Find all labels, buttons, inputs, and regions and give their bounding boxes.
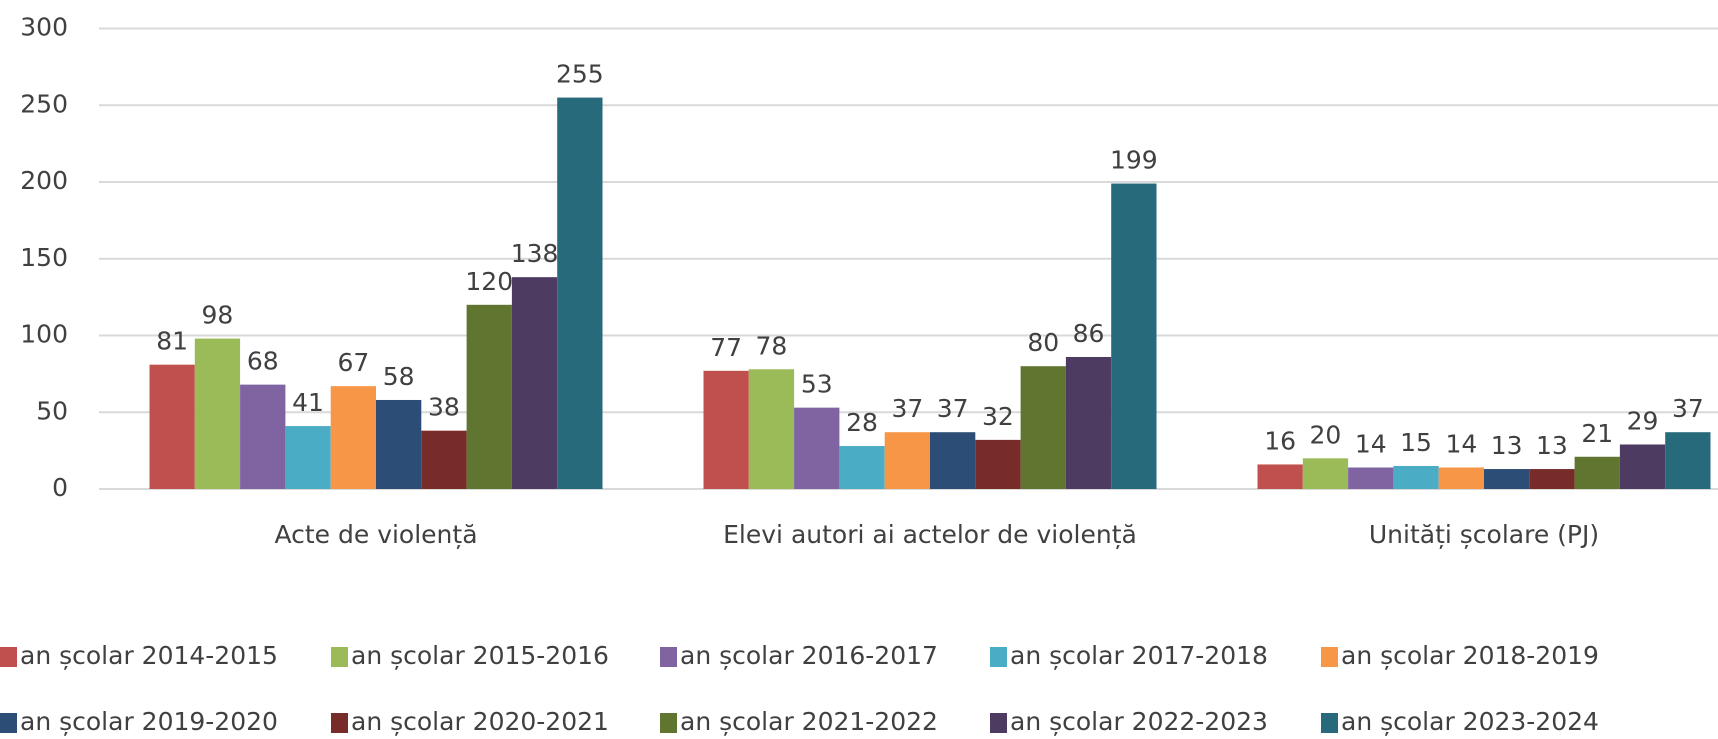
bar (1665, 432, 1711, 489)
bar (1257, 464, 1303, 489)
legend-swatch (990, 647, 1007, 667)
legend-label: an școlar 2019-2020 (20, 707, 278, 736)
data-label: 80 (1027, 328, 1059, 357)
data-label: 38 (428, 393, 460, 422)
legend-label: an școlar 2020-2021 (351, 707, 609, 736)
data-label: 138 (511, 239, 559, 268)
y-tick-label: 150 (20, 243, 68, 272)
bar (149, 364, 195, 489)
data-label: 14 (1445, 430, 1477, 459)
bar (1438, 467, 1484, 489)
legend-label: an școlar 2016-2017 (680, 641, 938, 670)
y-tick-label: 300 (20, 13, 68, 42)
data-label: 98 (202, 301, 234, 330)
bar (1065, 356, 1112, 489)
legend-swatch (660, 713, 677, 733)
legend-swatch (0, 647, 17, 667)
data-label: 16 (1264, 426, 1296, 455)
data-label: 15 (1400, 428, 1432, 457)
x-tick-label: Unități școlare (PJ) (1369, 520, 1599, 549)
bar (1348, 467, 1394, 489)
data-label: 13 (1536, 431, 1568, 460)
bar (703, 370, 749, 489)
bar (1393, 465, 1439, 489)
y-tick-label: 50 (36, 396, 68, 425)
bar (511, 277, 558, 489)
bar (194, 338, 241, 489)
bar (466, 304, 512, 489)
legend-label: an școlar 2023-2024 (1341, 707, 1599, 736)
data-label: 14 (1355, 430, 1387, 459)
legend-label: an școlar 2014-2015 (20, 641, 278, 670)
data-label: 53 (801, 370, 833, 399)
data-label: 28 (846, 408, 878, 437)
x-tick-label: Acte de violență (274, 520, 477, 549)
y-tick-label: 250 (20, 89, 68, 118)
data-label: 37 (891, 394, 923, 423)
data-label: 58 (383, 362, 415, 391)
data-label: 68 (247, 347, 279, 376)
data-label: 67 (337, 348, 369, 377)
data-label: 255 (556, 60, 604, 89)
legend-label: an școlar 2015-2016 (351, 641, 609, 670)
bar (1302, 458, 1349, 489)
legend-swatch (660, 647, 677, 667)
bar (240, 384, 286, 489)
bar (975, 439, 1021, 489)
legend-swatch (1321, 713, 1338, 733)
bar (930, 432, 976, 489)
bar (376, 399, 422, 489)
legend-swatch (331, 647, 348, 667)
data-label: 86 (1073, 319, 1105, 348)
data-label: 20 (1310, 420, 1342, 449)
data-label: 13 (1491, 431, 1523, 460)
data-label: 29 (1627, 406, 1659, 435)
legend-swatch (990, 713, 1007, 733)
bar (1529, 469, 1575, 489)
x-tick-label: Elevi autori ai actelor de violență (723, 520, 1137, 549)
legend-swatch (1321, 647, 1338, 667)
legend-label: an școlar 2017-2018 (1010, 641, 1268, 670)
bar (1020, 366, 1066, 489)
legend-label: an școlar 2018-2019 (1341, 641, 1599, 670)
legend-swatch (0, 713, 17, 733)
data-label: 199 (1110, 146, 1158, 175)
bar (839, 446, 885, 489)
y-tick-label: 200 (20, 166, 68, 195)
y-tick-label: 0 (52, 473, 68, 502)
bar (794, 407, 840, 489)
data-label: 21 (1581, 419, 1613, 448)
data-label: 41 (292, 388, 324, 417)
legend-swatch (331, 713, 348, 733)
data-label: 78 (756, 331, 788, 360)
y-tick-label: 100 (20, 320, 68, 349)
bar (1484, 469, 1530, 489)
data-label: 32 (982, 402, 1014, 431)
bar (330, 386, 376, 489)
bar (285, 426, 331, 489)
data-label: 37 (1672, 394, 1704, 423)
data-label: 81 (156, 327, 188, 356)
data-label: 77 (710, 333, 742, 362)
bar (1574, 456, 1620, 489)
legend-label: an școlar 2021-2022 (680, 707, 938, 736)
bar (748, 369, 795, 489)
data-label: 37 (937, 394, 969, 423)
bar (884, 432, 930, 489)
bar (1619, 444, 1666, 489)
bar (421, 430, 467, 489)
bar (1111, 183, 1157, 489)
bar (557, 97, 603, 489)
data-label: 120 (465, 267, 513, 296)
legend-label: an școlar 2022-2023 (1010, 707, 1268, 736)
